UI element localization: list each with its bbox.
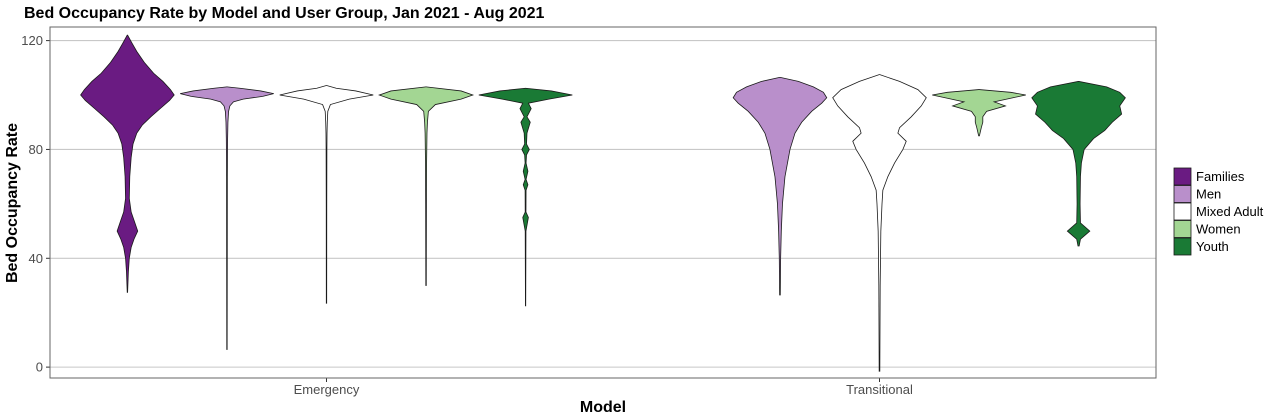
legend-label-men: Men	[1196, 187, 1221, 202]
legend-label-mixed-adult: Mixed Adult	[1196, 204, 1264, 219]
violin-emergency-families	[80, 34, 175, 293]
plot-panel-border	[49, 26, 1157, 379]
legend-label-women: Women	[1196, 222, 1241, 237]
x-axis-title: Model	[580, 399, 626, 416]
y-tick-label-0: 0	[36, 360, 43, 375]
legend-key-youth	[1173, 237, 1192, 256]
legend-label-youth: Youth	[1196, 239, 1229, 254]
violin-emergency-youth	[478, 87, 573, 307]
violin-transitional-youth	[1031, 81, 1126, 247]
y-tick-label-40: 40	[29, 251, 43, 266]
legend: Families Men Mixed Adult Women Youth	[1173, 167, 1264, 256]
legend-key-mixed-adult	[1173, 202, 1192, 221]
legend-label-families: Families	[1196, 169, 1245, 184]
plot-area: 0 40 80 120 Emergency Transitional	[21, 26, 1157, 397]
y-tick-label-80: 80	[29, 142, 43, 157]
violin-transitional-men	[732, 76, 828, 296]
legend-key-men	[1173, 185, 1192, 203]
legend-key-women	[1173, 220, 1192, 238]
chart-title: Bed Occupancy Rate by Model and User Gro…	[24, 5, 545, 22]
violin-transitional-mixed-adult	[832, 74, 927, 372]
legend-key-families	[1173, 167, 1192, 186]
violin-emergency-women	[378, 86, 475, 286]
y-axis-title: Bed Occupancy Rate	[4, 123, 21, 283]
x-tick-label-0: Emergency	[294, 382, 360, 397]
y-tick-label-120: 120	[21, 33, 43, 48]
violin-emergency-mixed-adult	[279, 85, 374, 304]
x-tick-label-1: Transitional	[846, 382, 913, 397]
violin-emergency-men	[180, 86, 274, 350]
violin-transitional-women	[932, 89, 1026, 137]
